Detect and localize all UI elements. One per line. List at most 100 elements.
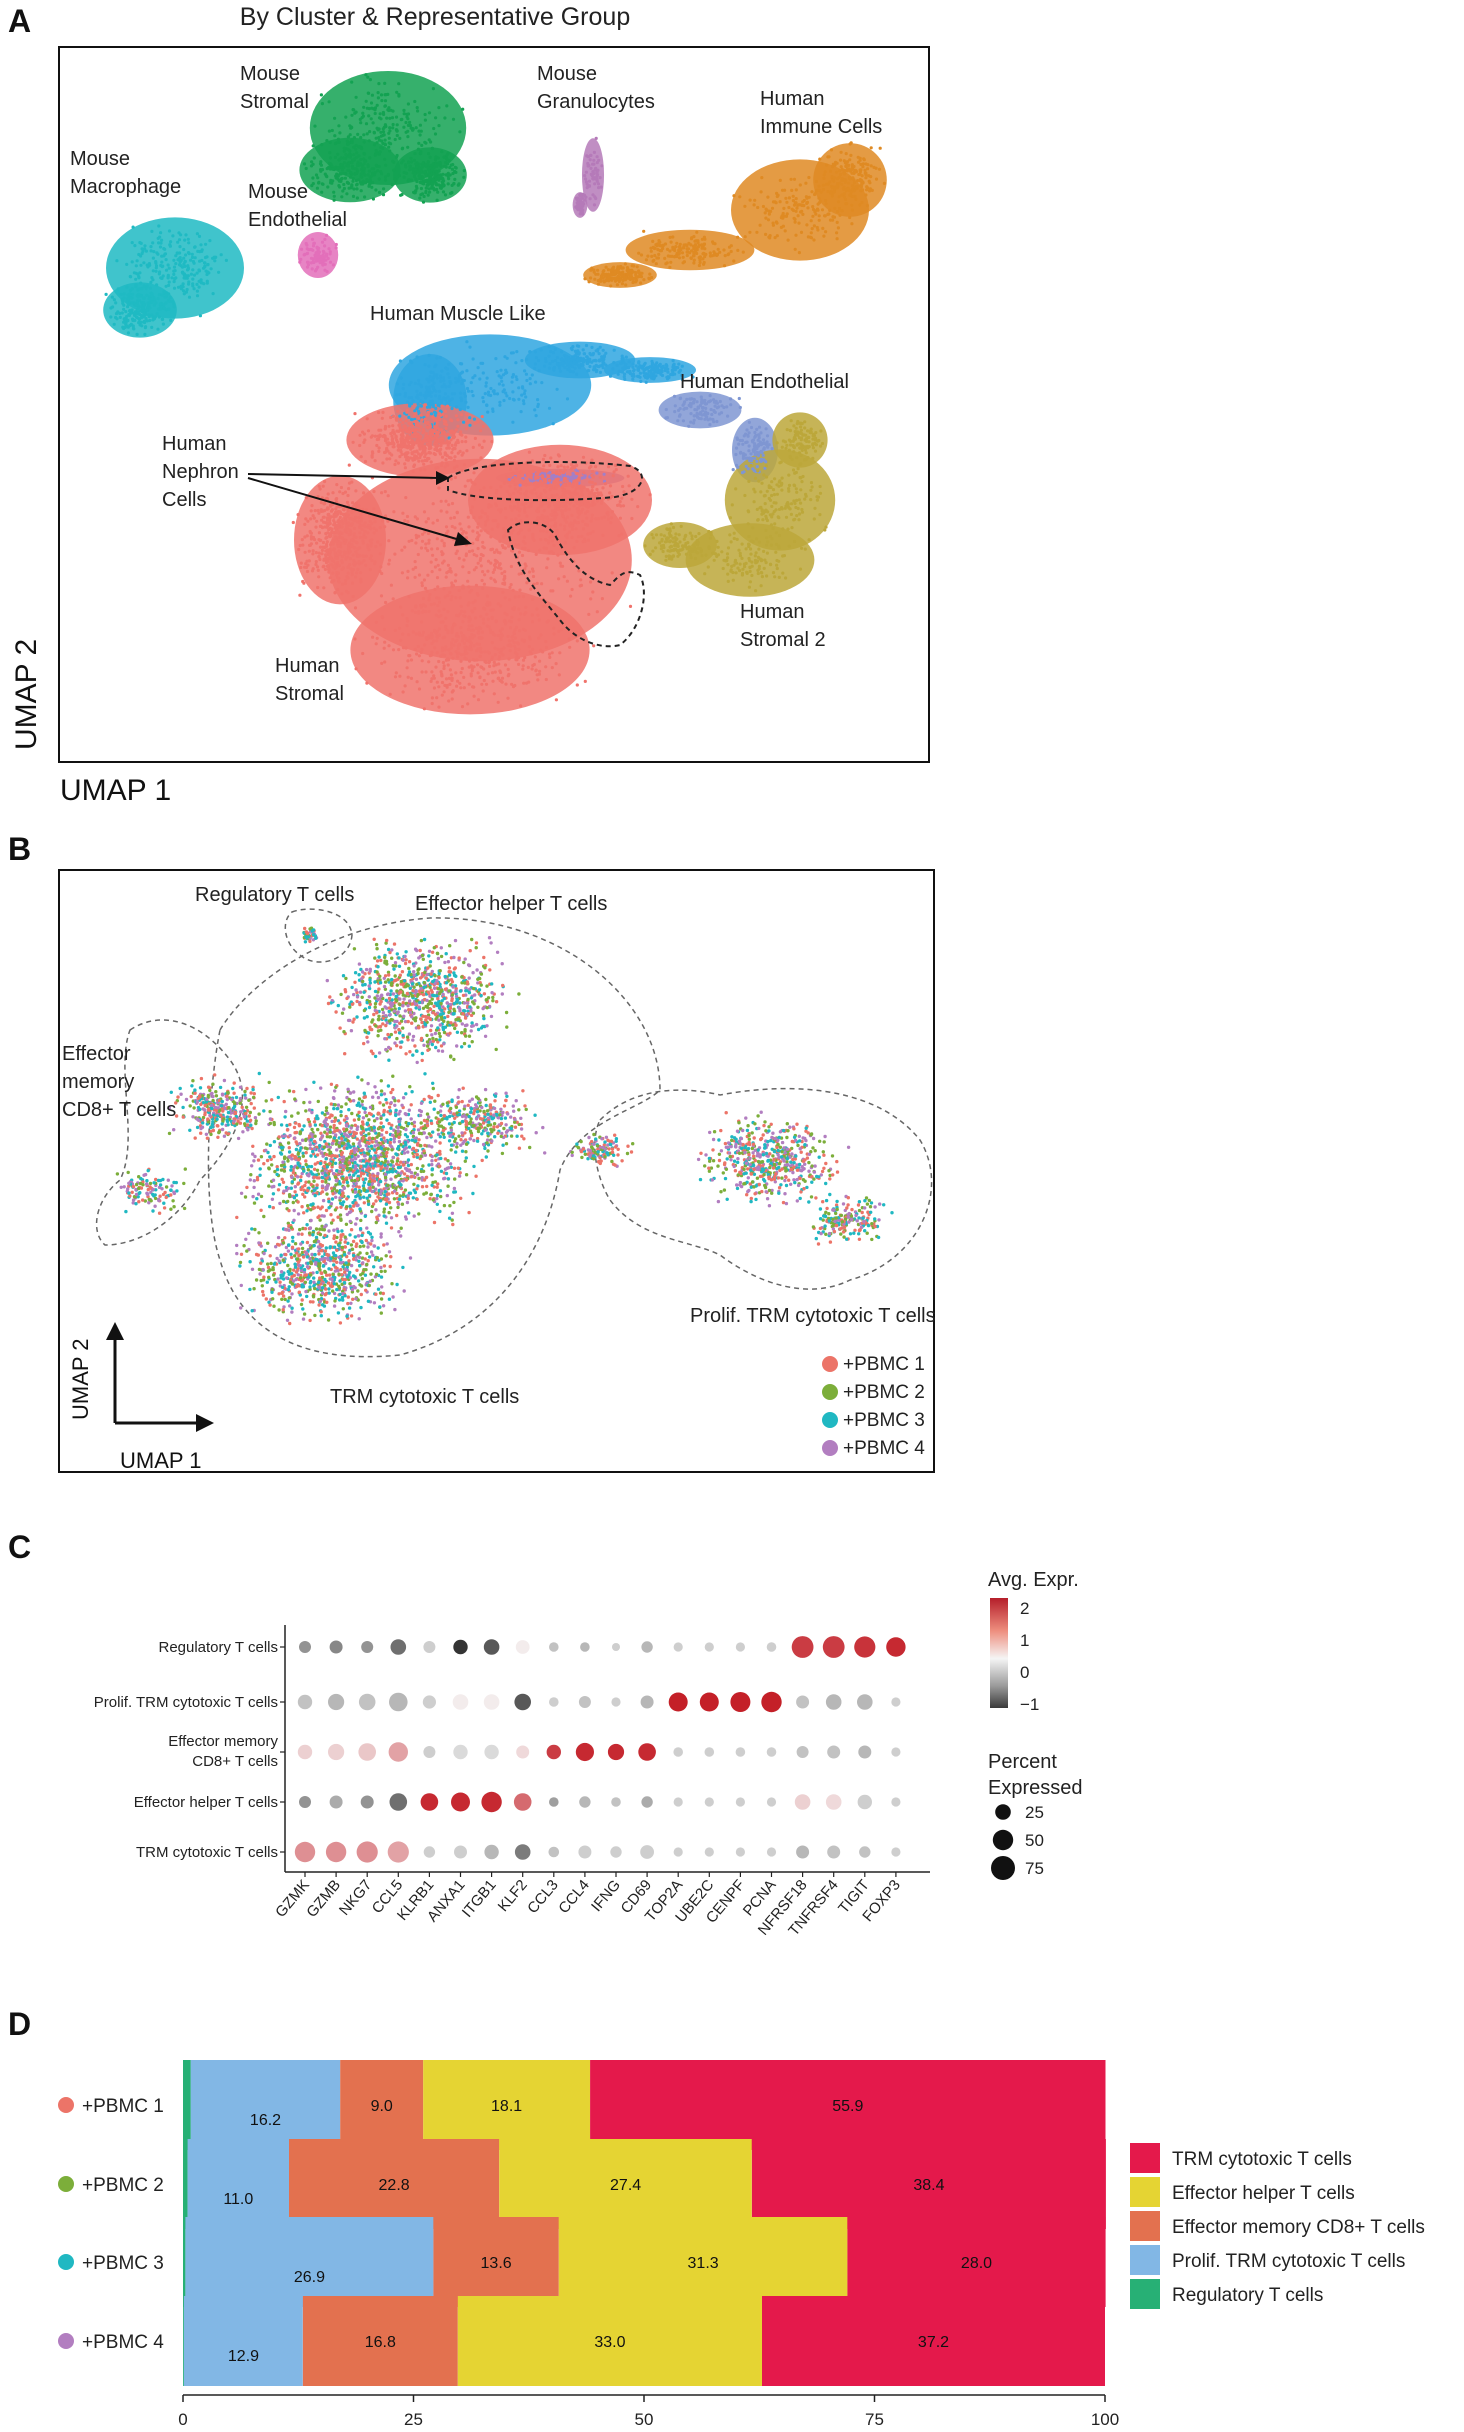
cell-point [842,172,847,176]
cell-point [415,355,419,359]
cell-point [153,298,157,302]
cell-point [104,292,108,296]
cell-point [429,140,433,144]
cell-point [354,515,358,520]
cell-point [350,140,354,145]
cell-point [586,164,590,168]
cell-point [591,177,596,181]
cell-point [450,183,454,187]
cell-point [455,655,460,659]
cell-point [431,178,435,182]
cell-point [688,549,692,553]
cell-point [676,419,680,423]
cell-point [470,549,475,553]
cell-point [764,464,769,468]
cell-point [536,402,540,406]
cell-point [479,361,483,365]
cell-point [390,453,394,457]
cell-point [132,311,136,315]
cell-point [544,645,549,650]
cell-point [379,134,383,138]
cell-point [310,160,314,164]
cell-point [661,543,666,548]
cell-point [583,679,587,684]
cell-point [755,459,759,463]
cell-point [716,545,720,549]
cell-point [409,676,414,681]
cell-point [777,575,781,580]
cell-point [135,259,139,263]
cell-point [122,320,126,324]
cell-point [743,493,747,498]
cell-point [810,190,814,194]
cell-point [753,442,757,446]
cell-point [518,483,522,487]
cell-point [795,490,799,494]
cell-point [674,547,678,551]
cell-point [569,521,573,525]
cell-point [448,165,452,170]
cell-point [772,509,776,514]
cell-point [339,163,343,167]
cell-point [459,604,463,608]
cell-point [704,553,708,557]
cell-point [611,267,615,271]
cell-point [697,416,701,420]
cell-point [585,499,590,503]
cell-point [480,682,484,686]
cell-point [327,100,331,104]
cell-point [793,433,798,437]
cell-point [738,405,742,410]
cell-point [555,479,559,483]
cell-point [377,449,381,453]
cell-point [418,175,422,179]
cell-point [742,562,747,566]
cell-point [444,414,448,418]
cell-point [352,526,357,531]
cell-point [177,263,182,267]
cell-point [689,256,693,260]
cell-point [459,686,463,690]
cell-point [160,254,164,258]
cell-point [401,690,405,694]
cell-point [811,446,816,450]
cell-point [182,292,186,296]
cell-point [167,229,172,233]
cell-point [815,225,819,230]
cell-point [193,245,197,249]
panel-a-cluster-mouse-macrophage [104,224,228,336]
cell-point [514,375,518,379]
cell-point [513,595,517,599]
cell-point [835,237,839,241]
cell-point [179,284,183,288]
cell-point [684,533,688,538]
cell-point [359,121,363,125]
cell-point [462,420,466,424]
cell-point [865,188,869,192]
cell-point [418,123,422,127]
cell-point [390,434,394,438]
cell-point [760,481,764,485]
cell-point [444,385,448,389]
cell-point [602,472,606,476]
cell-point [376,434,380,438]
cell-point [627,370,631,374]
cell-point [810,485,814,489]
cell-point [182,256,186,260]
cell-point [388,149,392,153]
cell-point [493,653,497,657]
cell-point [479,646,483,651]
cell-point [557,540,561,544]
cell-point [808,430,812,435]
cell-point [637,251,641,255]
cell-point [798,463,802,467]
cell-point [572,504,576,508]
cell-point [484,381,488,385]
cell-point [617,534,621,538]
cell-point [167,292,171,296]
cell-point [433,373,437,377]
cell-point [753,554,757,558]
cell-point [555,493,559,497]
cell-point [452,458,456,462]
cell-point [496,602,500,606]
